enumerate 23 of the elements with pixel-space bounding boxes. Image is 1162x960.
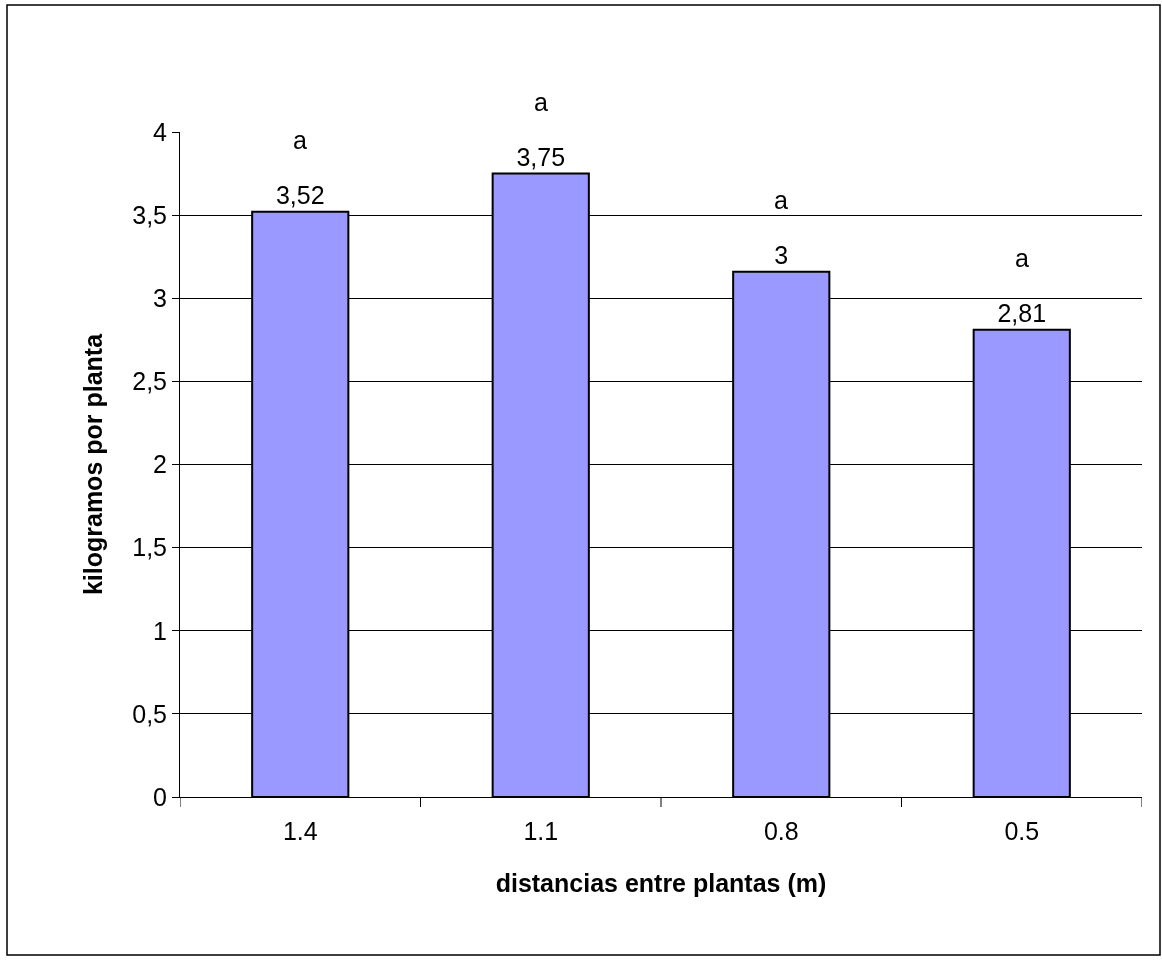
annotation: a <box>774 186 788 214</box>
data-label: 3,52 <box>275 180 325 209</box>
annotation: a <box>1015 244 1029 272</box>
x-axis-title: distancias entre plantas (m) <box>495 869 827 897</box>
y-tick-label: 2,5 <box>132 367 167 396</box>
y-tick-label: 1 <box>153 616 167 645</box>
x-tick-label: 1.1 <box>523 817 559 845</box>
annotation: a <box>293 126 307 154</box>
y-tick-label: 2 <box>153 450 167 479</box>
x-tick-label: 0.5 <box>1004 817 1040 845</box>
y-tick-label: 3 <box>153 284 167 312</box>
data-label: 3 <box>774 240 789 269</box>
y-tick-label: 0 <box>153 782 167 811</box>
y-tick-label: 0,5 <box>132 699 167 728</box>
y-axis-title: kilogramos por planta <box>78 332 107 596</box>
x-tick-label: 1.4 <box>282 817 318 845</box>
y-tick-label: 1,5 <box>132 533 167 562</box>
text: a <box>534 88 548 116</box>
data-label: 2,81 <box>997 298 1047 327</box>
data-label: 3,75 <box>516 142 566 171</box>
y-tick-label: 3,5 <box>132 200 167 229</box>
x-tick-label: 0.8 <box>763 817 799 845</box>
y-tick-label: 4 <box>153 117 168 146</box>
